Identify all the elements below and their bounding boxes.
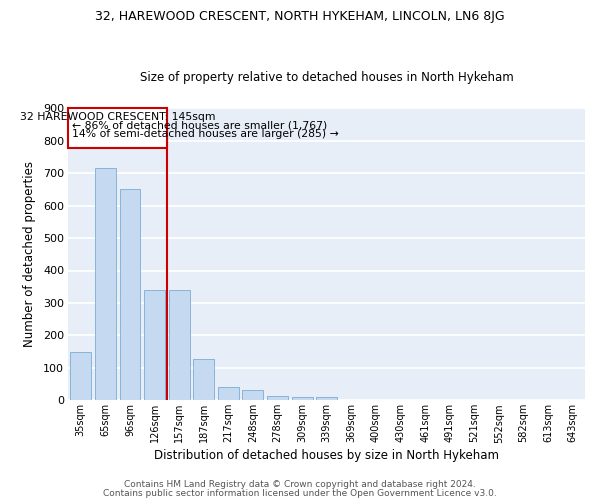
Text: Contains HM Land Registry data © Crown copyright and database right 2024.: Contains HM Land Registry data © Crown c… [124,480,476,489]
Text: ← 86% of detached houses are smaller (1,767): ← 86% of detached houses are smaller (1,… [72,120,328,130]
Bar [242,390,263,400]
Bar [316,397,337,400]
Bar [95,168,116,400]
Text: Contains public sector information licensed under the Open Government Licence v3: Contains public sector information licen… [103,488,497,498]
Bar [267,396,288,400]
Bar [218,386,239,400]
Bar [144,290,165,401]
Bar [119,190,140,400]
Y-axis label: Number of detached properties: Number of detached properties [23,162,36,348]
Title: Size of property relative to detached houses in North Hykeham: Size of property relative to detached ho… [140,70,514,84]
Text: 32 HAREWOOD CRESCENT: 145sqm: 32 HAREWOOD CRESCENT: 145sqm [20,112,215,122]
Bar [169,290,190,401]
FancyBboxPatch shape [68,108,167,148]
X-axis label: Distribution of detached houses by size in North Hykeham: Distribution of detached houses by size … [154,450,499,462]
Text: 32, HAREWOOD CRESCENT, NORTH HYKEHAM, LINCOLN, LN6 8JG: 32, HAREWOOD CRESCENT, NORTH HYKEHAM, LI… [95,10,505,23]
Bar [70,352,91,401]
Text: 14% of semi-detached houses are larger (285) →: 14% of semi-detached houses are larger (… [72,129,339,139]
Bar [193,358,214,401]
Bar [292,397,313,400]
